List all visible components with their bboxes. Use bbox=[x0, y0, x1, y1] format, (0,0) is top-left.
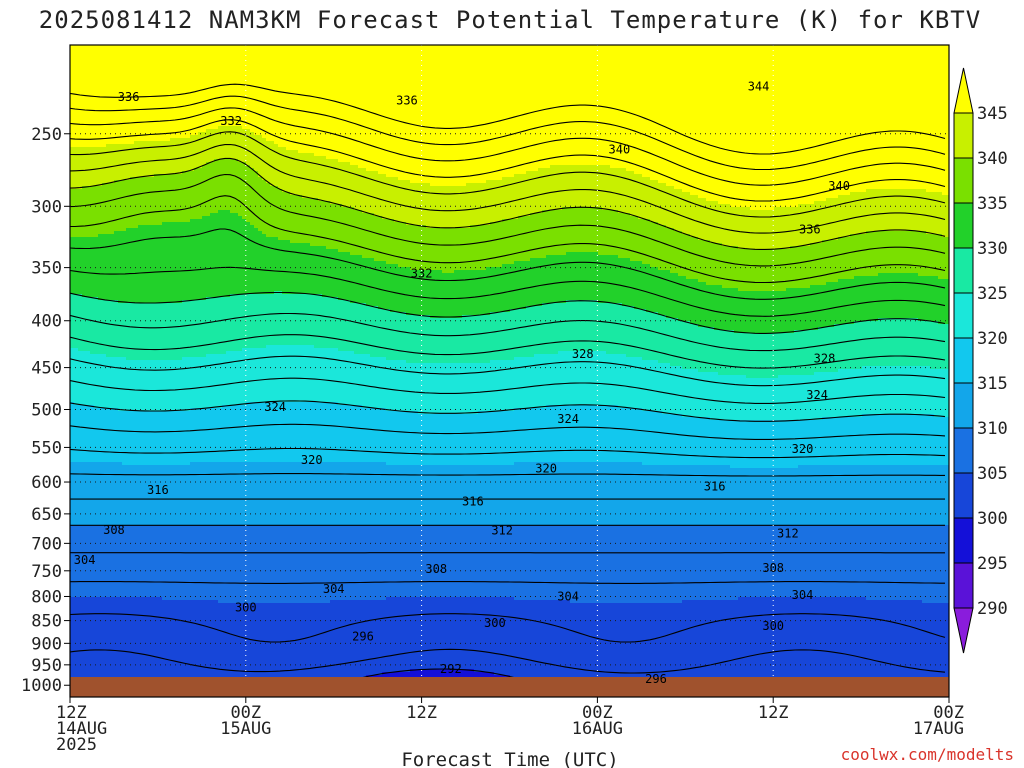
contour-label: 320 bbox=[535, 462, 557, 476]
plot-area: 336 336 344 332 340 340 336 332 328 328 324 324 324 3… bbox=[70, 45, 951, 697]
contour-label: 332 bbox=[220, 114, 242, 128]
contour-label: 304 bbox=[792, 588, 814, 602]
y-tick-label: 750 bbox=[31, 562, 62, 582]
contour-label: 308 bbox=[762, 561, 784, 575]
chart-title: 2025081412 NAM3KM Forecast Potential Tem… bbox=[39, 6, 981, 34]
x-tick-label: 2025 bbox=[56, 735, 97, 755]
y-tick-label: 950 bbox=[31, 656, 62, 676]
colorbar: 345 340 335 330 325 320 315 310 305 300 295 290 bbox=[954, 68, 1008, 653]
contour-label: 328 bbox=[814, 352, 836, 366]
contour-label: 316 bbox=[462, 494, 484, 508]
contour-label: 324 bbox=[557, 412, 579, 426]
colorbar-swatch bbox=[954, 338, 973, 383]
contour-label: 296 bbox=[645, 672, 667, 686]
contour-label: 300 bbox=[762, 619, 784, 633]
contour-label: 336 bbox=[118, 90, 140, 104]
colorbar-swatch bbox=[954, 473, 973, 518]
contour-label: 336 bbox=[396, 94, 418, 108]
contour-label: 316 bbox=[147, 483, 169, 497]
contour-label: 320 bbox=[301, 453, 323, 467]
contour-label: 344 bbox=[748, 80, 770, 94]
colorbar-swatch bbox=[954, 248, 973, 293]
contour-label: 312 bbox=[491, 524, 513, 538]
y-tick-label: 800 bbox=[31, 587, 62, 607]
contour-label: 304 bbox=[74, 553, 96, 567]
contour-label: 340 bbox=[828, 179, 850, 193]
contour-label: 340 bbox=[609, 142, 631, 156]
colorbar-tick-label: 320 bbox=[977, 329, 1008, 349]
contour-label: 324 bbox=[806, 388, 828, 402]
colorbar-tick-label: 300 bbox=[977, 509, 1008, 529]
contour-label: 320 bbox=[792, 442, 814, 456]
colorbar-tick-label: 340 bbox=[977, 149, 1008, 169]
contour-label: 304 bbox=[323, 582, 345, 596]
colorbar-tick-label: 315 bbox=[977, 374, 1008, 394]
colorbar-tick-label: 290 bbox=[977, 599, 1008, 619]
colorbar-tick-label: 335 bbox=[977, 194, 1008, 214]
y-tick-label: 400 bbox=[31, 312, 62, 332]
colorbar-tick-label: 325 bbox=[977, 284, 1008, 304]
colorbar-swatch bbox=[954, 383, 973, 428]
credit-text: coolwx.com/modelts bbox=[841, 745, 1014, 764]
contour-label: 328 bbox=[572, 347, 594, 361]
contour-label: 324 bbox=[264, 400, 286, 414]
contour-label: 304 bbox=[557, 589, 579, 603]
contour-label: 292 bbox=[440, 662, 462, 676]
x-tick-label: 16AUG bbox=[572, 719, 623, 739]
colorbar-swatch bbox=[954, 428, 973, 473]
y-tick-label: 450 bbox=[31, 359, 62, 379]
contour-label: 300 bbox=[235, 601, 257, 615]
y-tick-label: 300 bbox=[31, 197, 62, 217]
y-axis: 2503003504004505005506006507007508008509… bbox=[21, 125, 70, 696]
y-tick-label: 1000 bbox=[21, 676, 62, 696]
colorbar-top-arrow bbox=[954, 68, 973, 113]
colorbar-bottom-arrow bbox=[954, 608, 973, 653]
y-tick-label: 500 bbox=[31, 401, 62, 421]
colorbar-tick-label: 305 bbox=[977, 464, 1008, 484]
x-tick-label: 17AUG bbox=[913, 719, 964, 739]
y-tick-label: 350 bbox=[31, 259, 62, 279]
contour-label: 308 bbox=[425, 562, 447, 576]
colorbar-tick-label: 295 bbox=[977, 554, 1008, 574]
colorbar-tick-label: 345 bbox=[977, 104, 1008, 124]
contour-label: 332 bbox=[411, 266, 433, 280]
y-tick-label: 550 bbox=[31, 438, 62, 458]
contour-label: 312 bbox=[777, 527, 799, 541]
x-axis-label: Forecast Time (UTC) bbox=[401, 749, 618, 768]
y-tick-label: 650 bbox=[31, 505, 62, 525]
contour-label: 336 bbox=[799, 222, 821, 236]
y-tick-label: 900 bbox=[31, 634, 62, 654]
colorbar-swatch bbox=[954, 293, 973, 338]
contour-label: 300 bbox=[484, 616, 506, 630]
contour-label: 308 bbox=[103, 523, 125, 537]
colorbar-swatch bbox=[954, 158, 973, 203]
x-tick-label: 15AUG bbox=[220, 719, 271, 739]
y-tick-label: 700 bbox=[31, 534, 62, 554]
colorbar-swatch bbox=[954, 518, 973, 563]
contour-label: 316 bbox=[704, 480, 726, 494]
y-tick-label: 850 bbox=[31, 612, 62, 632]
colorbar-tick-label: 310 bbox=[977, 419, 1008, 439]
colorbar-swatch bbox=[954, 203, 973, 248]
contour-label: 296 bbox=[352, 630, 374, 644]
y-tick-label: 250 bbox=[31, 125, 62, 145]
x-tick-label: 12Z bbox=[406, 703, 437, 723]
y-tick-label: 600 bbox=[31, 473, 62, 493]
colorbar-tick-label: 330 bbox=[977, 239, 1008, 259]
colorbar-swatch bbox=[954, 113, 973, 158]
x-tick-label: 12Z bbox=[758, 703, 789, 723]
ground-surface bbox=[70, 677, 949, 697]
colorbar-swatch bbox=[954, 563, 973, 608]
